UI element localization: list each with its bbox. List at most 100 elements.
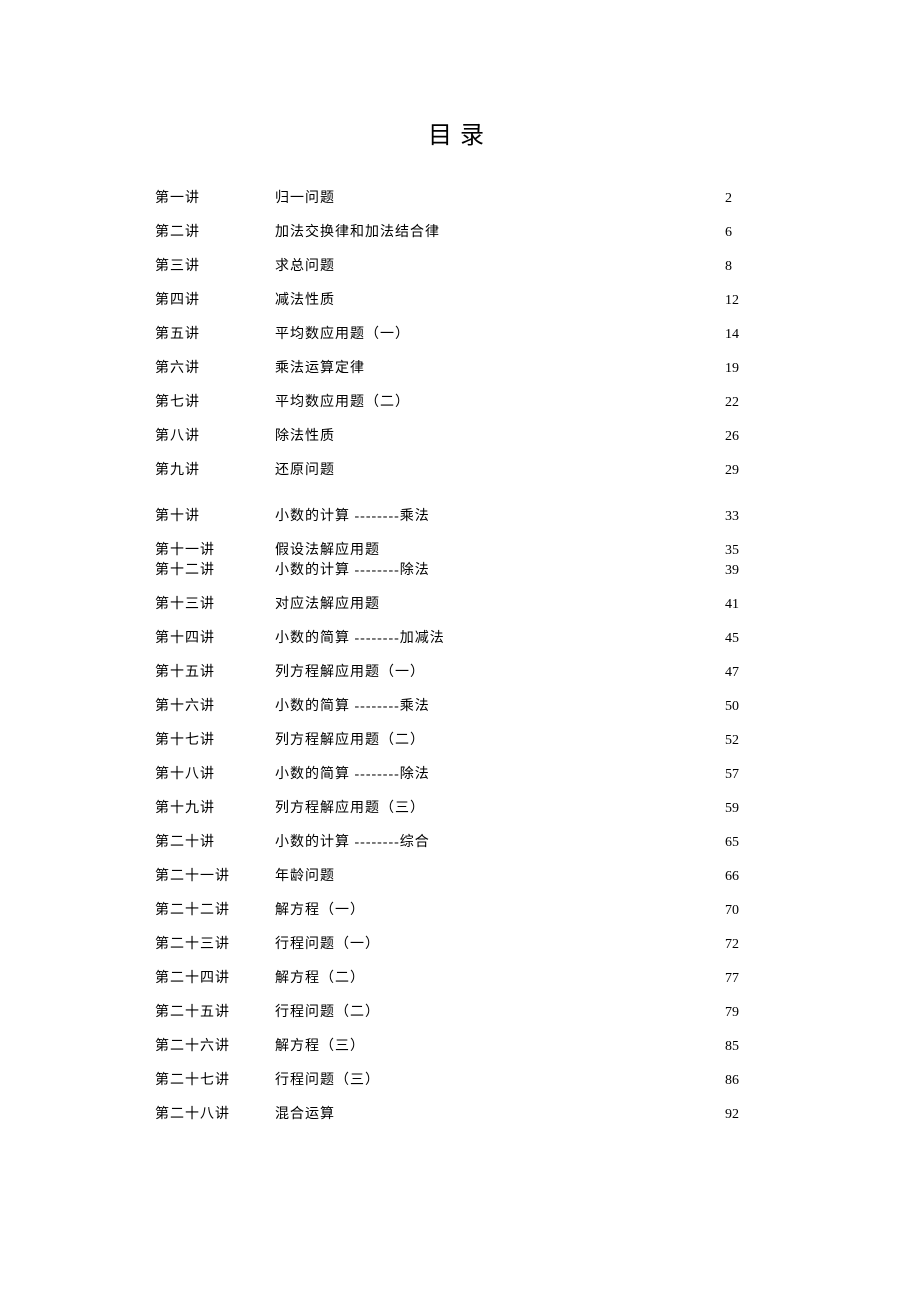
toc-item: 第十九讲列方程解应用题（三）59	[155, 792, 765, 826]
lecture-number: 第二十三讲	[155, 938, 275, 952]
toc-item: 第八讲除法性质26	[155, 420, 765, 454]
toc-item: 第七讲平均数应用题（二）22	[155, 386, 765, 420]
page-number: 12	[725, 294, 765, 308]
page-number: 14	[725, 328, 765, 342]
page-number: 35	[725, 544, 765, 558]
toc-item: 第十六讲小数的简算 --------乘法50	[155, 690, 765, 724]
lecture-number: 第四讲	[155, 294, 275, 308]
toc-item: 第三讲求总问题8	[155, 250, 765, 284]
lecture-title: 求总问题	[275, 260, 725, 274]
page-number: 66	[725, 870, 765, 884]
lecture-number: 第九讲	[155, 464, 275, 478]
page-number: 70	[725, 904, 765, 918]
lecture-number: 第十四讲	[155, 632, 275, 646]
lecture-title: 解方程（二）	[275, 972, 725, 986]
lecture-title: 小数的计算 --------乘法	[275, 510, 725, 524]
lecture-number: 第十六讲	[155, 700, 275, 714]
toc-item: 第二十八讲混合运算92	[155, 1098, 765, 1132]
page-number: 29	[725, 464, 765, 478]
lecture-title: 加法交换律和加法结合律	[275, 226, 725, 240]
page-number: 22	[725, 396, 765, 410]
lecture-title: 除法性质	[275, 430, 725, 444]
page-number: 41	[725, 598, 765, 612]
lecture-title: 解方程（三）	[275, 1040, 725, 1054]
page-number: 57	[725, 768, 765, 782]
lecture-title: 小数的简算 --------除法	[275, 768, 725, 782]
toc-item: 第十讲小数的计算 --------乘法33	[155, 496, 765, 534]
toc-list: 第一讲归一问题2第二讲加法交换律和加法结合律6第三讲求总问题8第四讲减法性质12…	[155, 182, 765, 1132]
lecture-title: 混合运算	[275, 1108, 725, 1122]
page-number: 19	[725, 362, 765, 376]
lecture-title: 解方程（一）	[275, 904, 725, 918]
page-number: 77	[725, 972, 765, 986]
toc-item: 第二十二讲解方程（一）70	[155, 894, 765, 928]
page-number: 6	[725, 226, 765, 240]
lecture-number: 第十八讲	[155, 768, 275, 782]
toc-item: 第十七讲列方程解应用题（二）52	[155, 724, 765, 758]
lecture-title: 平均数应用题（一）	[275, 328, 725, 342]
page-number: 33	[725, 510, 765, 524]
toc-item: 第五讲平均数应用题（一）14	[155, 318, 765, 352]
page-number: 86	[725, 1074, 765, 1088]
lecture-number: 第十讲	[155, 510, 275, 524]
page-number: 85	[725, 1040, 765, 1054]
lecture-title: 列方程解应用题（二）	[275, 734, 725, 748]
toc-item: 第十一讲假设法解应用题35	[155, 534, 765, 561]
toc-item: 第二十五讲行程问题（二）79	[155, 996, 765, 1030]
lecture-number: 第一讲	[155, 192, 275, 206]
lecture-title: 还原问题	[275, 464, 725, 478]
page-number: 50	[725, 700, 765, 714]
lecture-title: 假设法解应用题	[275, 544, 725, 558]
lecture-title: 乘法运算定律	[275, 362, 725, 376]
page-number: 59	[725, 802, 765, 816]
lecture-title: 平均数应用题（二）	[275, 396, 725, 410]
toc-item: 第二十讲小数的计算 --------综合65	[155, 826, 765, 860]
lecture-title: 行程问题（三）	[275, 1074, 725, 1088]
lecture-number: 第五讲	[155, 328, 275, 342]
toc-item: 第二十三讲行程问题（一）72	[155, 928, 765, 962]
toc-item: 第二十七讲行程问题（三）86	[155, 1064, 765, 1098]
lecture-title: 小数的计算 --------综合	[275, 836, 725, 850]
page-number: 47	[725, 666, 765, 680]
page-number: 45	[725, 632, 765, 646]
lecture-number: 第七讲	[155, 396, 275, 410]
page-title: 目录	[155, 115, 765, 150]
lecture-number: 第六讲	[155, 362, 275, 376]
lecture-number: 第二十七讲	[155, 1074, 275, 1088]
page-number: 52	[725, 734, 765, 748]
lecture-number: 第十二讲	[155, 564, 275, 578]
toc-item: 第十八讲小数的简算 --------除法57	[155, 758, 765, 792]
toc-item: 第二十六讲解方程（三）85	[155, 1030, 765, 1064]
toc-item: 第四讲减法性质12	[155, 284, 765, 318]
lecture-title: 行程问题（一）	[275, 938, 725, 952]
lecture-number: 第二十八讲	[155, 1108, 275, 1122]
lecture-number: 第二十讲	[155, 836, 275, 850]
page-container: 目录 第一讲归一问题2第二讲加法交换律和加法结合律6第三讲求总问题8第四讲减法性…	[0, 0, 920, 1192]
toc-item: 第一讲归一问题2	[155, 182, 765, 216]
lecture-number: 第二十一讲	[155, 870, 275, 884]
lecture-title: 行程问题（二）	[275, 1006, 725, 1020]
toc-item: 第十二讲小数的计算 --------除法39	[155, 561, 765, 588]
toc-item: 第二十四讲解方程（二）77	[155, 962, 765, 996]
toc-item: 第二十一讲年龄问题66	[155, 860, 765, 894]
page-number: 2	[725, 192, 765, 206]
toc-item: 第十四讲小数的简算 --------加减法45	[155, 622, 765, 656]
toc-item: 第十三讲对应法解应用题41	[155, 588, 765, 622]
toc-item: 第九讲还原问题29	[155, 454, 765, 496]
page-number: 92	[725, 1108, 765, 1122]
lecture-title: 小数的计算 --------除法	[275, 564, 725, 578]
page-number: 39	[725, 564, 765, 578]
lecture-title: 归一问题	[275, 192, 725, 206]
lecture-title: 列方程解应用题（一）	[275, 666, 725, 680]
lecture-number: 第二十六讲	[155, 1040, 275, 1054]
page-number: 65	[725, 836, 765, 850]
page-number: 72	[725, 938, 765, 952]
lecture-title: 减法性质	[275, 294, 725, 308]
lecture-number: 第十七讲	[155, 734, 275, 748]
lecture-number: 第八讲	[155, 430, 275, 444]
toc-item: 第六讲乘法运算定律19	[155, 352, 765, 386]
lecture-title: 年龄问题	[275, 870, 725, 884]
toc-item: 第二讲加法交换律和加法结合律6	[155, 216, 765, 250]
lecture-number: 第二十五讲	[155, 1006, 275, 1020]
lecture-number: 第三讲	[155, 260, 275, 274]
